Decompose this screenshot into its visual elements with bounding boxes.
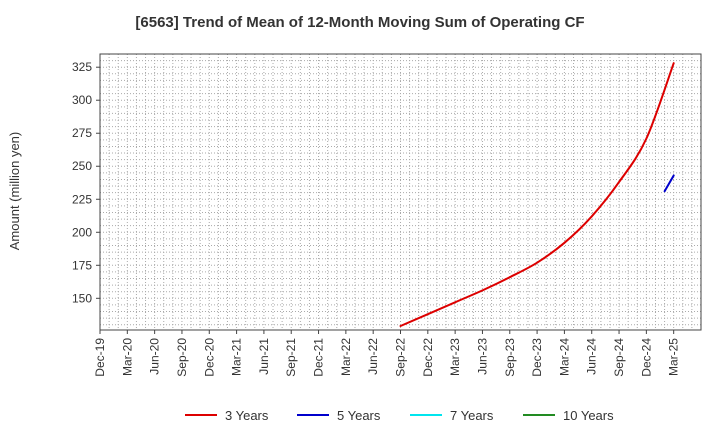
x-tick-label: Sep-22 <box>394 338 408 377</box>
series-line-5-years <box>663 174 675 193</box>
x-tick-label: Jun-23 <box>475 338 489 375</box>
x-tick-label: Jun-21 <box>257 338 271 375</box>
plot-series <box>399 62 675 327</box>
x-tick-label: Dec-20 <box>202 338 216 377</box>
x-tick-label: Sep-20 <box>175 338 189 377</box>
x-tick-label: Mar-24 <box>557 338 571 376</box>
x-tick-label: Mar-22 <box>339 338 353 376</box>
x-tick-label: Sep-21 <box>284 338 298 377</box>
chart-title: [6563] Trend of Mean of 12-Month Moving … <box>135 14 584 31</box>
x-tick-label: Mar-20 <box>120 338 134 376</box>
x-tick-label: Dec-21 <box>312 338 326 377</box>
y-tick-label: 250 <box>72 159 92 173</box>
x-tick-label: Dec-23 <box>530 338 544 377</box>
x-tick-label: Dec-22 <box>421 338 435 377</box>
x-tick-label: Jun-20 <box>148 338 162 375</box>
x-tick-label: Sep-23 <box>503 338 517 377</box>
x-tick-label: Jun-22 <box>366 338 380 375</box>
x-tick-label: Mar-23 <box>448 338 462 376</box>
y-tick-label: 225 <box>72 192 92 206</box>
legend: 3 Years 5 Years 7 Years 10 Years <box>185 408 614 423</box>
y-tick-label: 275 <box>72 126 92 140</box>
x-tick-label: Sep-24 <box>612 338 626 377</box>
y-axis-ticks: 150 175 200 225 250 275 300 325 <box>72 60 100 305</box>
x-tick-label: Jun-24 <box>585 338 599 375</box>
y-axis-label: Amount (million yen) <box>7 132 22 251</box>
x-axis-ticks: Dec-19 Mar-20 Jun-20 Sep-20 Dec-20 Mar-21 Jun-… <box>93 330 681 377</box>
legend-label-7-years: 7 Years <box>450 408 494 423</box>
legend-label-5-years: 5 Years <box>337 408 381 423</box>
x-tick-label: Mar-25 <box>667 338 681 376</box>
plot-grid <box>100 54 701 330</box>
y-tick-label: 175 <box>72 258 92 272</box>
y-tick-label: 200 <box>72 225 92 239</box>
x-tick-label: Dec-19 <box>93 338 107 377</box>
y-tick-label: 300 <box>72 93 92 107</box>
series-line-3-years <box>399 62 675 327</box>
legend-label-10-years: 10 Years <box>563 408 614 423</box>
y-tick-label: 150 <box>72 291 92 305</box>
y-tick-label: 325 <box>72 60 92 74</box>
x-tick-label: Dec-24 <box>639 338 653 377</box>
x-tick-label: Mar-21 <box>230 338 244 376</box>
legend-label-3-years: 3 Years <box>225 408 269 423</box>
